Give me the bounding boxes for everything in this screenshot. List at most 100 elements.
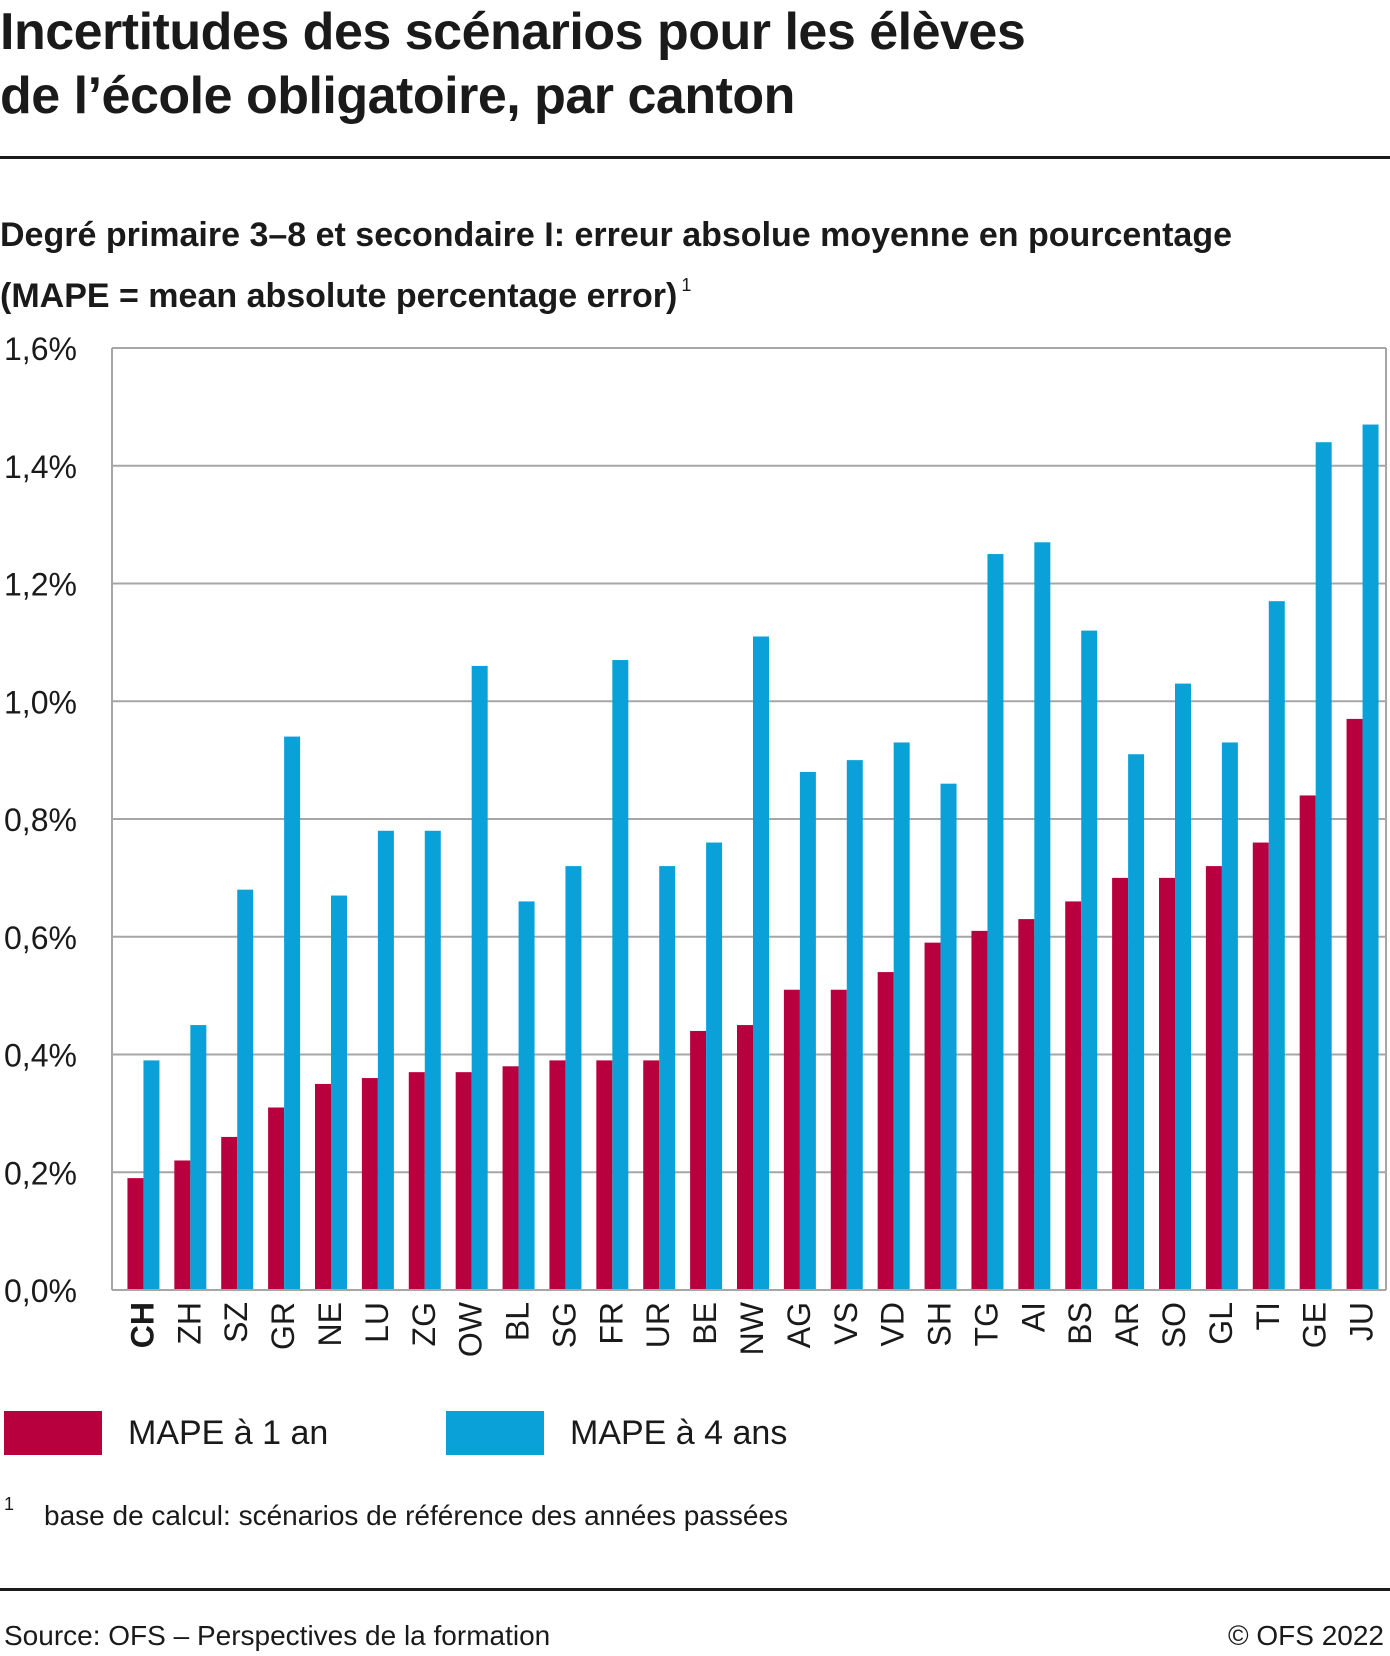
bar-series2 [940,783,957,1290]
y-tick-label: 0,6% [4,920,77,956]
y-tick-label: 0,0% [4,1273,77,1309]
bar-series1 [268,1107,285,1290]
bar-series2 [987,554,1004,1290]
x-tick-label: GR [265,1302,301,1350]
bar-series1 [596,1060,613,1290]
subtitle-line-1: Degré primaire 3–8 et secondaire I: erre… [0,216,1233,254]
legend-label-series2: MAPE à 4 ans [570,1414,788,1452]
bar-series2 [377,830,394,1290]
x-tick-label: TI [1250,1302,1286,1330]
bar-series2 [1315,442,1332,1290]
bar-series2 [612,660,629,1290]
x-tick-label: SG [546,1302,582,1348]
bar-series2 [518,901,535,1290]
bar-series2 [1175,683,1191,1290]
y-tick-label: 1,2% [4,567,77,603]
y-tick-label: 0,8% [4,802,77,838]
bar-series2 [424,830,441,1290]
subtitle-footnote-marker: 1 [681,275,692,295]
bar-series1 [361,1078,378,1290]
bar-series2 [799,771,816,1290]
bar-series2 [471,665,488,1290]
x-tick-label: AR [1109,1302,1145,1346]
bar-series1 [549,1060,566,1290]
bar-series1 [1299,795,1316,1290]
bar-series1 [221,1136,238,1290]
x-tick-label: OW [453,1301,489,1357]
bar-series2 [1221,742,1238,1290]
x-tick-label: FR [593,1302,629,1345]
x-tick-label: CH [124,1302,160,1348]
chart-title: Incertitudes des scénarios pour les élèv… [0,0,1380,128]
bar-series1 [971,930,988,1290]
bar-series2 [143,1060,160,1290]
footnote-number: 1 [4,1494,15,1514]
x-tick-label: ZH [171,1302,207,1345]
y-tick-label: 0,4% [4,1038,77,1074]
bar-series1 [502,1066,519,1290]
x-tick-label: SH [922,1302,958,1346]
bar-series1 [690,1030,707,1290]
bar-series1 [1205,866,1222,1290]
footer-divider [0,1588,1390,1591]
bar-series2 [1034,542,1051,1290]
title-line-2: de l’école obligatoire, par canton [0,67,795,125]
bar-series1 [643,1060,660,1290]
bar-series1 [1159,877,1175,1290]
bar-series2 [565,866,582,1290]
bar-series1 [408,1072,425,1290]
x-tick-label: TG [968,1302,1004,1346]
x-tick-label: BL [500,1302,536,1341]
x-tick-label: AG [781,1302,817,1348]
x-tick-label: NE [312,1302,348,1346]
bar-series1 [1112,877,1129,1290]
x-tick-label: LU [359,1302,395,1343]
bar-series1 [877,972,894,1290]
x-tick-label: GL [1203,1302,1239,1345]
bar-series1 [315,1083,331,1290]
bar-series1 [737,1025,753,1290]
bar-series2 [1268,601,1285,1290]
y-tick-label: 1,4% [4,449,77,485]
legend-swatch-series1 [4,1411,102,1455]
bar-series2 [753,636,769,1290]
footnote-text: base de calcul: scénarios de référence d… [44,1500,789,1531]
bar-series2 [284,736,301,1290]
x-tick-label: ZG [406,1302,442,1346]
x-tick-label: SZ [218,1302,254,1343]
bar-series2 [1128,754,1145,1290]
x-tick-label: VD [875,1302,911,1346]
x-tick-label: JU [1344,1302,1380,1341]
y-tick-label: 0,2% [4,1155,77,1191]
legend-label-series1: MAPE à 1 an [128,1414,329,1452]
x-tick-label: BS [1062,1302,1098,1345]
bar-series1 [924,942,941,1290]
y-tick-label: 1,6% [4,331,77,367]
bar-series1 [127,1178,144,1290]
bar-series1 [174,1160,191,1290]
bar-series1 [783,989,800,1290]
x-tick-label: GE [1297,1302,1333,1348]
source-text: Source: OFS – Perspectives de la formati… [4,1620,551,1651]
bar-series1 [1252,842,1269,1290]
x-tick-label: NW [734,1301,770,1355]
bar-series2 [893,742,910,1290]
bar-series2 [846,760,863,1290]
x-tick-label: UR [640,1302,676,1348]
x-tick-label: SO [1156,1302,1192,1348]
x-tick-label: VS [828,1302,864,1345]
title-line-1: Incertitudes des scénarios pour les élèv… [0,3,1026,61]
bar-series2 [331,895,347,1290]
chart-subtitle: Degré primaire 3–8 et secondaire I: erre… [0,210,1232,321]
bar-series1 [830,989,847,1290]
copyright-text: © OFS 2022 [1227,1620,1384,1651]
bar-series2 [237,889,254,1290]
bar-series2 [1081,630,1098,1290]
bar-chart: 0,0% 0,2% 0,4% 0,6% 0,8% 1,0% 1,2% 1,4% 1,6% CH ZH… [4,331,1387,1357]
title-divider [0,156,1390,159]
y-tick-label: 1,0% [4,684,77,720]
bar-series1 [1346,718,1363,1290]
bar-series2 [1362,424,1379,1291]
subtitle-line-2: (MAPE = mean absolute percentage error) 1 [0,260,1232,321]
bar-series1 [1065,901,1082,1290]
